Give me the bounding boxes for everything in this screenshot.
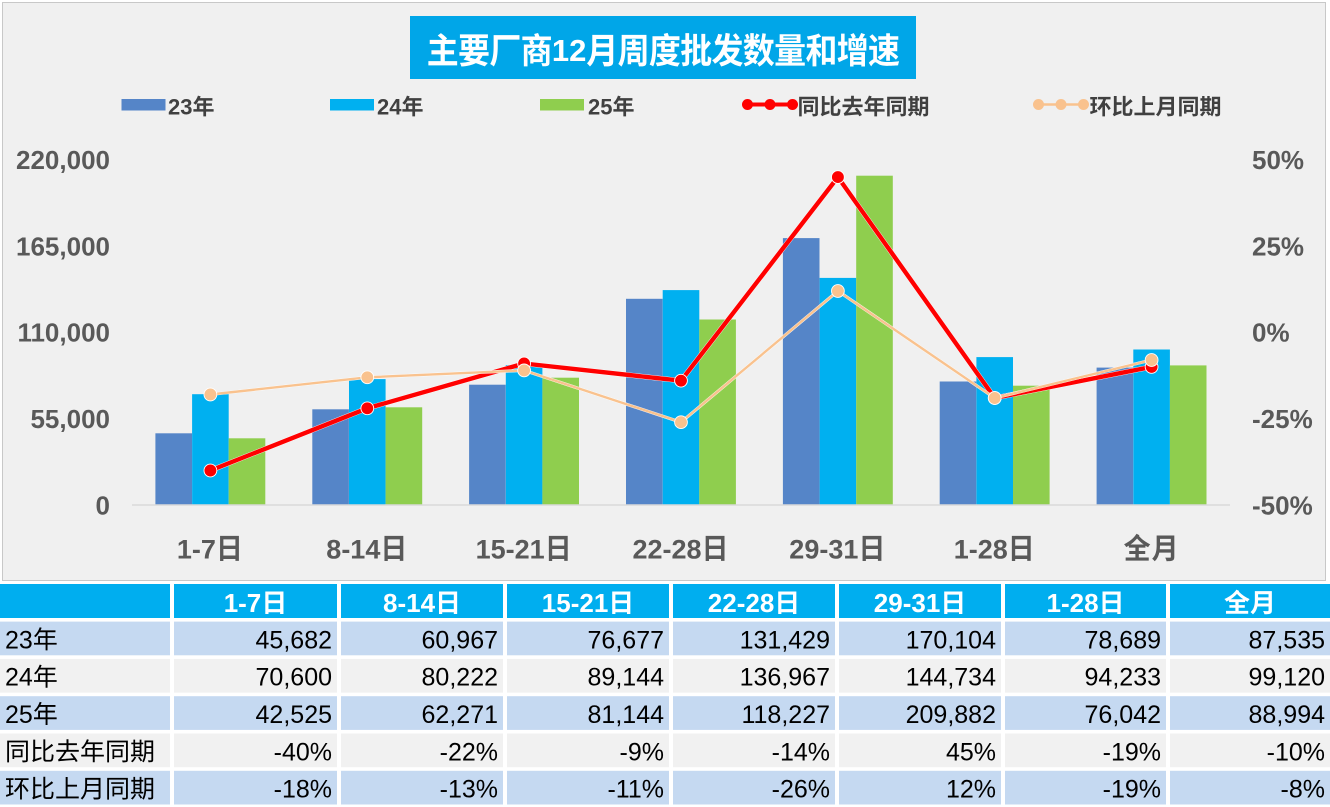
svg-text:62,271: 62,271 xyxy=(422,701,498,729)
svg-text:29-31: 29-31 xyxy=(789,535,858,565)
svg-text:8-14: 8-14 xyxy=(326,535,380,565)
svg-text:-11%: -11% xyxy=(607,776,664,804)
svg-text:-13%: -13% xyxy=(440,776,498,804)
svg-text:136,967: 136,967 xyxy=(740,664,830,692)
svg-text:22-28: 22-28 xyxy=(633,535,702,565)
svg-text:8-14: 8-14 xyxy=(383,588,436,618)
svg-text:25: 25 xyxy=(5,701,33,729)
svg-text:23: 23 xyxy=(5,626,33,654)
svg-text:25%: 25% xyxy=(1252,231,1304,261)
svg-text:45,682: 45,682 xyxy=(256,626,332,654)
svg-text:88,994: 88,994 xyxy=(1249,701,1326,729)
svg-text:-18%: -18% xyxy=(274,776,332,804)
svg-text:1-7: 1-7 xyxy=(177,535,216,565)
svg-text:-9%: -9% xyxy=(620,738,664,766)
svg-text:131,429: 131,429 xyxy=(740,626,830,654)
svg-text:-10%: -10% xyxy=(1267,738,1325,766)
svg-text:0: 0 xyxy=(96,490,110,520)
svg-text:-19%: -19% xyxy=(1103,738,1161,766)
svg-text:144,734: 144,734 xyxy=(906,664,996,692)
svg-text:-14%: -14% xyxy=(772,738,830,766)
svg-text:45%: 45% xyxy=(946,738,996,766)
svg-text:99,120: 99,120 xyxy=(1249,664,1325,692)
svg-text:94,233: 94,233 xyxy=(1085,664,1161,692)
svg-text:89,144: 89,144 xyxy=(588,664,665,692)
svg-text:118,227: 118,227 xyxy=(741,701,830,729)
svg-text:23: 23 xyxy=(168,94,192,119)
svg-text:165,000: 165,000 xyxy=(16,231,110,261)
svg-text:55,000: 55,000 xyxy=(30,404,110,434)
svg-text:209,882: 209,882 xyxy=(906,701,996,729)
svg-text:-22%: -22% xyxy=(440,738,498,766)
svg-text:81,144: 81,144 xyxy=(588,701,665,729)
svg-text:24: 24 xyxy=(5,664,33,692)
svg-text:1-7: 1-7 xyxy=(224,588,262,618)
svg-text:-19%: -19% xyxy=(1103,776,1161,804)
svg-text:1-28: 1-28 xyxy=(954,535,1008,565)
svg-text:25: 25 xyxy=(588,94,612,119)
svg-text:70,600: 70,600 xyxy=(256,664,332,692)
svg-text:80,222: 80,222 xyxy=(422,664,498,692)
svg-text:24: 24 xyxy=(377,94,402,119)
svg-text:76,677: 76,677 xyxy=(588,626,664,654)
svg-text:0%: 0% xyxy=(1252,318,1290,348)
svg-text:1-28: 1-28 xyxy=(1047,588,1099,618)
svg-text:42,525: 42,525 xyxy=(256,701,332,729)
svg-text:220,000: 220,000 xyxy=(16,145,110,175)
svg-text:15-21: 15-21 xyxy=(542,588,609,618)
svg-text:29-31: 29-31 xyxy=(874,588,941,618)
svg-text:-8%: -8% xyxy=(1281,776,1325,804)
svg-text:60,967: 60,967 xyxy=(422,626,498,654)
svg-text:15-21: 15-21 xyxy=(476,535,545,565)
svg-text:50%: 50% xyxy=(1252,145,1304,175)
svg-text:-50%: -50% xyxy=(1252,490,1313,520)
svg-text:-40%: -40% xyxy=(274,738,332,766)
svg-text:78,689: 78,689 xyxy=(1085,626,1161,654)
svg-text:87,535: 87,535 xyxy=(1249,626,1325,654)
svg-text:22-28: 22-28 xyxy=(708,588,775,618)
svg-text:12: 12 xyxy=(552,33,586,68)
svg-text:-25%: -25% xyxy=(1252,404,1313,434)
svg-text:170,104: 170,104 xyxy=(906,626,996,654)
svg-text:12%: 12% xyxy=(946,776,996,804)
svg-text:110,000: 110,000 xyxy=(17,318,110,348)
svg-text:-26%: -26% xyxy=(772,776,830,804)
svg-text:76,042: 76,042 xyxy=(1085,701,1161,729)
